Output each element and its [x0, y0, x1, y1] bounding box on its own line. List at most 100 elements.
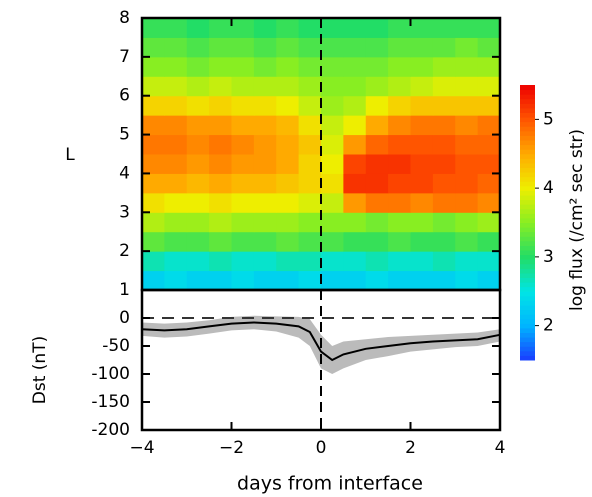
heatmap-cell — [321, 212, 344, 233]
heatmap-cell — [455, 154, 479, 174]
heatmap-cell — [231, 95, 255, 116]
heatmap-cell — [142, 134, 165, 155]
heatmap-cell — [298, 18, 322, 38]
heatmap-cell — [455, 270, 479, 291]
heatmap-cell — [432, 173, 456, 194]
heatmap-cell — [142, 18, 165, 38]
heatmap-cell — [253, 56, 277, 77]
heatmap-cell — [209, 37, 232, 58]
heatmap-cell — [231, 18, 255, 38]
heatmap-cell — [321, 37, 344, 58]
heatmap-cell — [432, 134, 456, 155]
heatmap-cell — [142, 37, 165, 58]
heatmap-cell — [142, 231, 165, 252]
heatmap-cell — [276, 231, 300, 252]
heatmap-cell — [253, 95, 277, 116]
heatmap-cell — [231, 173, 255, 194]
heatmap-cell — [432, 251, 456, 272]
y-tick-label: -150 — [91, 392, 130, 412]
heatmap-cell — [164, 134, 188, 155]
heatmap-cell — [276, 76, 300, 97]
heatmap-cell — [164, 231, 188, 252]
heatmap-cell — [298, 212, 322, 233]
heatmap-cell — [432, 154, 456, 174]
heatmap-cell — [231, 192, 255, 213]
heatmap-cell — [164, 212, 188, 233]
heatmap-cell — [231, 76, 255, 97]
heatmap-cell — [209, 231, 232, 252]
heatmap-cell — [365, 231, 389, 252]
colorbar-segment — [520, 213, 535, 219]
heatmap-cell — [343, 56, 367, 77]
heatmap-cell — [455, 18, 479, 38]
heatmap-cell — [477, 270, 501, 291]
heatmap-cell — [298, 270, 322, 291]
heatmap-cell — [321, 154, 344, 174]
colorbar-segment — [520, 291, 535, 297]
heatmap-cell — [477, 76, 501, 97]
heatmap-cell — [209, 173, 232, 194]
colorbar-segment — [520, 172, 535, 178]
heatmap-cell — [186, 56, 210, 77]
heatmap-cell — [410, 56, 434, 77]
colorbar-segment — [520, 121, 535, 127]
y-tick-label: 8 — [119, 8, 130, 28]
heatmap-cell — [455, 37, 479, 58]
heatmap-cell — [343, 95, 367, 116]
heatmap-cell — [209, 251, 232, 272]
heatmap-cell — [455, 95, 479, 116]
heatmap-cell — [432, 95, 456, 116]
heatmap-cell — [321, 270, 344, 291]
heatmap-cell — [410, 37, 434, 58]
heatmap-cell — [455, 173, 479, 194]
heatmap-cell — [142, 95, 165, 116]
heatmap-cell — [142, 251, 165, 272]
heatmap-cell — [276, 95, 300, 116]
colorbar-segment — [520, 245, 535, 251]
heatmap-cell — [142, 154, 165, 174]
y-tick-label: 3 — [119, 202, 130, 222]
colorbar-segment — [520, 167, 535, 173]
heatmap-cell — [253, 270, 277, 291]
heatmap-cell — [343, 154, 367, 174]
heatmap-cell — [253, 212, 277, 233]
colorbar-segment — [520, 227, 535, 233]
heatmap-cell — [298, 154, 322, 174]
x-tick-label: 4 — [495, 438, 506, 458]
y-tick-label: 6 — [119, 86, 130, 106]
heatmap-cell — [164, 37, 188, 58]
heatmap-cell — [321, 251, 344, 272]
heatmap-cell — [321, 56, 344, 77]
heatmap-cell — [455, 212, 479, 233]
colorbar-segment — [520, 341, 535, 347]
heatmap-cell — [432, 192, 456, 213]
heatmap-cell — [231, 37, 255, 58]
colorbar-segment — [520, 94, 535, 100]
dst-line — [141, 321, 501, 362]
heatmap-cell — [432, 37, 456, 58]
heatmap-cell — [142, 56, 165, 77]
y-tick-label: -50 — [102, 336, 130, 356]
colorbar-segment — [520, 337, 535, 343]
colorbar-segment — [520, 181, 535, 187]
colorbar-segment — [520, 195, 535, 201]
heatmap-cell — [477, 95, 501, 116]
heatmap-cell — [186, 231, 210, 252]
colorbar-segment — [520, 314, 535, 320]
heatmap-cell — [321, 173, 344, 194]
heatmap-cell — [343, 37, 367, 58]
heatmap-cell — [209, 95, 232, 116]
colorbar-segment — [520, 332, 535, 338]
colorbar-segment — [520, 350, 535, 356]
heatmap-cell — [321, 192, 344, 213]
heatmap-cell — [455, 56, 479, 77]
colorbar-segment — [520, 305, 535, 311]
y-axis-label: Dst (nT) — [30, 336, 50, 404]
y-tick-label: 5 — [119, 125, 130, 145]
heatmap-cell — [186, 173, 210, 194]
heatmap-cell — [343, 231, 367, 252]
heatmap-cell — [298, 192, 322, 213]
colorbar-segment — [520, 117, 535, 123]
heatmap-cell — [410, 173, 434, 194]
colorbar-segment — [520, 185, 535, 191]
